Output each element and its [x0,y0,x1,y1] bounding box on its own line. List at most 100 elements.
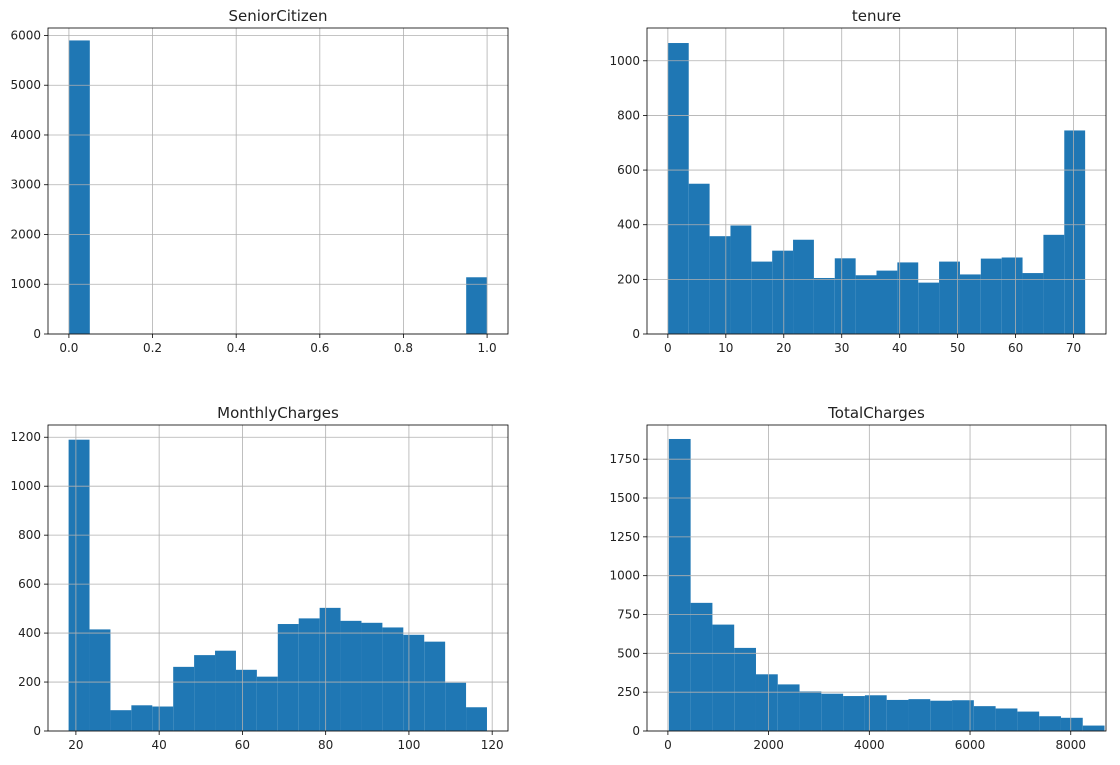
histogram-bar [959,274,981,334]
chart-title: MonthlyCharges [217,404,339,422]
histogram-bar [68,439,90,731]
histogram-bar [382,627,404,731]
histogram-panel-tenure: 0 10 20 30 40 50 60 70 0 200 400 600 800 1000 tenure [609,7,1107,355]
grid-lines [48,28,508,335]
histogram-panel-monthly-charges: 20 40 60 80 100 120020040060080010001200Month… [10,404,509,752]
x-tick-label: 10 [718,341,733,355]
chart-title: SeniorCitizen [228,7,327,25]
histogram-bar [1064,130,1086,334]
y-tick-label: 600 [18,577,41,591]
x-tick-label: 40 [892,341,907,355]
bars [68,40,488,334]
y-tick-label: 400 [18,626,41,640]
y-tick-label: 1500 [609,491,640,505]
x-tick-label: 100 [397,738,420,752]
histogram-bar [667,43,689,334]
histogram-bar [277,624,299,731]
x-tick-label: 60 [235,738,250,752]
histogram-bar [1043,234,1065,334]
histogram-bar [813,277,835,334]
histogram-bar [886,699,909,731]
histogram-bar [215,650,236,731]
histogram-bar [110,710,132,731]
grid-lines [647,28,1106,335]
histogram-bar [173,666,195,731]
histogram-bar [973,706,996,731]
y-tick-label: 1000 [609,569,640,583]
histogram-bar [864,695,887,731]
histogram-bar [876,270,898,334]
histogram-bar [445,682,467,731]
histogram-bar [89,629,111,731]
x-tick-label: 0.0 [59,341,78,355]
x-tick-label: 0.4 [227,341,246,355]
x-tick-label: 60 [1008,341,1023,355]
histogram-bar [843,696,865,731]
x-tick-label: 6000 [955,738,986,752]
histogram-bar [930,700,953,731]
axes-frame [47,27,509,335]
x-tick-label: 4000 [854,738,885,752]
y-tick-label: 4000 [10,128,41,142]
y-tick-label: 1000 [10,479,41,493]
x-tick-label: 20 [68,738,83,752]
bars [667,43,1086,334]
x-tick-label: 8000 [1055,738,1086,752]
x-tick-label: 40 [152,738,167,752]
histogram-bar [755,674,778,731]
histogram-bar [340,620,362,731]
y-tick-label: 1250 [609,530,640,544]
histogram-bar [194,655,216,731]
histogram-bar [298,618,320,731]
axes-frame [646,424,1107,732]
x-tick-label: 0.6 [310,341,329,355]
y-tick-label: 0 [33,327,41,341]
histogram-panel-total-charges: 0 2000 4000 6000 8000 0 250 500 750 1000 1250 1500 1… [609,404,1107,752]
y-tick-label: 1750 [609,452,640,466]
histogram-bar [939,261,960,334]
histogram-bar [897,262,919,334]
histogram-bar [424,641,446,731]
histogram-bar [235,669,257,731]
histogram-bar [1039,716,1061,731]
histogram-bar [668,438,691,731]
y-tick-label: 600 [617,163,640,177]
histogram-bar [1060,717,1083,731]
histogram-bar [152,706,174,731]
histogram-bar [1022,273,1044,334]
histogram-bar [751,261,773,334]
y-tick-label: 250 [617,685,640,699]
bars [668,438,1105,731]
grid-lines [48,425,508,732]
x-tick-label: 70 [1066,341,1081,355]
histogram-bar [793,239,814,334]
histogram-bar [1017,711,1040,731]
y-tick-label: 200 [18,675,41,689]
chart-title: tenure [852,7,901,25]
x-tick-label: 2000 [753,738,784,752]
histogram-bar [952,700,974,731]
chart-title: TotalCharges [827,404,925,422]
histogram-bar [688,183,710,334]
y-tick-label: 5000 [10,78,41,92]
histogram-bar [131,705,153,731]
y-tick-label: 400 [617,218,640,232]
histogram-bar [734,647,756,731]
histogram-bar [709,236,731,334]
x-tick-label: 120 [481,738,504,752]
histogram-bar [772,250,794,334]
y-tick-label: 3000 [10,178,41,192]
x-tick-label: 0.8 [394,341,413,355]
y-tick-label: 0 [33,724,41,738]
y-tick-label: 0 [632,724,640,738]
histogram-bar [319,607,341,731]
y-tick-label: 6000 [10,28,41,42]
x-tick-label: 0 [664,738,672,752]
histogram-bar [821,693,844,731]
histogram-bar [712,624,735,731]
histogram-bar [1001,257,1023,334]
x-tick-label: 80 [318,738,333,752]
histogram-bar [777,684,800,731]
y-tick-label: 200 [617,272,640,286]
bars [68,439,487,731]
